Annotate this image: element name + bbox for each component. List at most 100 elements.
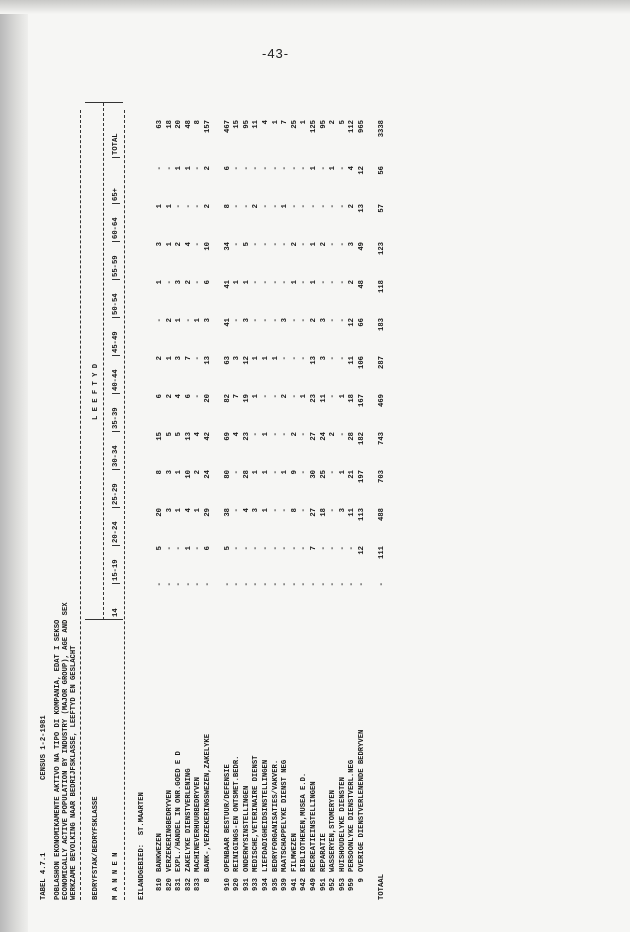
table-cell: 2 — [348, 204, 357, 209]
table-cell: 111 — [377, 546, 386, 559]
table-cell: - — [262, 582, 270, 587]
table-cell: - — [194, 356, 203, 361]
table-cell: - — [290, 394, 299, 399]
table-cell: - — [233, 318, 242, 323]
table-cell: 4 — [184, 508, 193, 513]
table-cell: 27 — [310, 508, 318, 517]
table-cell: 9 — [290, 470, 299, 475]
table-row-label: EXPL./HANDEL IN ONR.GOED E D — [175, 751, 184, 872]
table-cell: 6 — [184, 394, 193, 399]
table-cell: - — [329, 470, 338, 475]
table-cell: - — [252, 318, 261, 323]
table-cell: 2 — [165, 318, 174, 323]
table-cell: 2 — [329, 432, 338, 437]
table-row-label: OPENBAAR BESTUUR/DEFENSIE — [223, 764, 232, 872]
table-cell: 69 — [223, 432, 232, 441]
divider — [80, 110, 81, 900]
table-cell: 11 — [252, 120, 261, 129]
column-header: 40-44 — [112, 369, 120, 394]
table-cell: 1 — [310, 280, 318, 285]
table-row-label: BANKWEZEN — [156, 833, 164, 872]
table-cell: 6 — [204, 546, 212, 551]
table-cell: - — [329, 394, 338, 399]
table-cell: - — [175, 204, 184, 209]
table-cell: - — [194, 204, 203, 209]
row-code: 910 — [223, 878, 232, 891]
table-row-label: MEDISCHE,VETERINAIRE DIENST — [252, 755, 261, 872]
table-cell: 56 — [377, 166, 386, 175]
table-cell: 25 — [319, 470, 328, 479]
table-cell: - — [252, 432, 261, 437]
table-cell: 3 — [252, 508, 261, 513]
table-cell: 10 — [204, 242, 212, 251]
table-cell: - — [290, 166, 299, 171]
table-cell: 1 — [184, 166, 193, 171]
table-cell: - — [329, 582, 338, 587]
table-cell: 2 — [329, 120, 338, 125]
sex-label: M A N N E N — [112, 852, 120, 900]
table-cell: 183 — [377, 318, 386, 331]
row-code: 941 — [290, 878, 299, 891]
table-row-label: REPARATIE — [319, 833, 328, 872]
table-cell: 1 — [165, 356, 174, 361]
table-cell: - — [156, 166, 164, 171]
table-cell: 7 — [233, 394, 242, 399]
title-english: ECONOMICALLY ACTIVE POPULATION BY INDUST… — [62, 602, 70, 900]
table-cell: 4 — [233, 432, 242, 437]
table-cell: 21 — [348, 470, 357, 479]
column-header: 55-59 — [112, 255, 120, 280]
table-cell: 4 — [175, 394, 184, 399]
rotated-table-page: TABEL 4.7.1 CENSUS 1-2-1981 POBLASHON EK… — [30, 100, 390, 900]
table-cell: - — [300, 280, 309, 285]
table-cell: - — [271, 166, 280, 171]
area-label: EILANDGEBIED: ST.MAARTEN — [138, 792, 146, 900]
table-cell: - — [319, 582, 328, 587]
column-header: 15-19 — [112, 559, 120, 584]
table-cell: 1 — [338, 470, 347, 475]
table-cell: - — [290, 318, 299, 323]
table-cell: 123 — [377, 242, 386, 255]
table-row-label: REINIGINGS-EN ONTSMET.BEDR. — [233, 755, 242, 872]
table-cell: 1 — [310, 242, 318, 247]
table-cell: - — [300, 318, 309, 323]
table-cell: - — [300, 204, 309, 209]
table-cell: 6 — [223, 166, 232, 171]
table-cell: 3 — [319, 356, 328, 361]
table-cell: 63 — [223, 356, 232, 365]
table-cell: 7 — [310, 546, 318, 551]
table-row-label: ONDERWYSINSTELLINGEN — [242, 785, 251, 872]
table-cell: - — [175, 582, 184, 587]
table-cell: 3 — [319, 318, 328, 323]
table-cell: - — [252, 166, 261, 171]
table-cell: 167 — [358, 394, 366, 407]
table-cell: 42 — [204, 432, 212, 441]
table-row-label: VERZEKERINGBEDRYVEN — [165, 790, 174, 872]
table-cell: 1 — [165, 204, 174, 209]
table-cell: - — [233, 582, 242, 587]
table-cell: - — [281, 356, 290, 361]
table-cell: - — [338, 432, 347, 437]
table-cell: - — [338, 280, 347, 285]
table-cell: 1 — [310, 166, 318, 171]
row-code: 949 — [310, 878, 318, 891]
table-cell: 4 — [184, 242, 193, 247]
table-cell: 1 — [300, 120, 309, 125]
table-cell: - — [338, 356, 347, 361]
table-cell: 38 — [223, 508, 232, 517]
table-cell: - — [262, 280, 270, 285]
table-cell: 5 — [242, 242, 251, 247]
table-cell: - — [310, 582, 318, 587]
right-border — [85, 102, 123, 103]
row-code: 8 — [204, 878, 212, 883]
table-cell: - — [281, 432, 290, 437]
table-cell: 3 — [204, 318, 212, 323]
table-cell: - — [252, 546, 261, 551]
table-cell: 1 — [242, 280, 251, 285]
table-cell: 48 — [184, 120, 193, 129]
table-cell: - — [165, 166, 174, 171]
table-cell: 57 — [377, 204, 386, 213]
table-cell: 197 — [358, 470, 366, 483]
table-cell: 2 — [184, 280, 193, 285]
table-cell: 125 — [310, 120, 318, 133]
table-cell: 2 — [204, 204, 212, 209]
